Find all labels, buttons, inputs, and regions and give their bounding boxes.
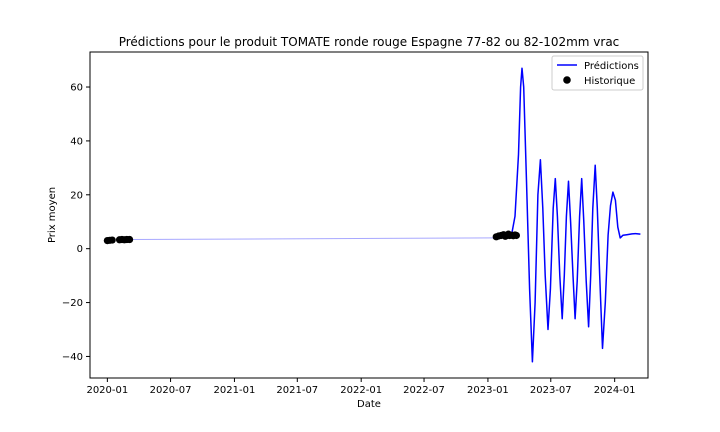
y-tick-label: 0 [77,244,83,255]
y-tick-label: 40 [70,136,83,147]
legend: Prédictions Historique [551,55,644,91]
x-tick-label: 2020-01 [86,385,128,396]
x-tick-label: 2024-01 [594,385,636,396]
x-tick-label: 2020-07 [150,385,192,396]
history-point [512,231,520,240]
legend-history-label: Historique [584,76,635,87]
x-tick-label: 2021-01 [214,385,256,396]
y-tick-label: −40 [62,352,83,363]
y-tick-label: 20 [70,190,83,201]
x-axis-label: Date [357,399,381,410]
y-tick-label: −20 [62,298,83,309]
axes-frame [89,51,649,379]
trend-connector-line [129,237,497,241]
predictions-line [501,67,641,363]
y-axis-label: Prix moyen [47,187,58,243]
x-tick-label: 2021-07 [276,385,318,396]
legend-predictions-label: Prédictions [584,60,639,72]
history-point [125,235,134,244]
x-tick-label: 2023-07 [530,385,572,396]
x-axis: 2020-01 2020-07 2021-01 2021-07 2022-01 2022-… [86,378,636,396]
chart-title: Prédictions pour le produit TOMATE ronde… [119,35,620,49]
x-tick-label: 2022-01 [340,385,382,396]
x-tick-label: 2023-01 [467,385,509,396]
history-point [108,236,116,244]
y-tick-label: 60 [70,83,83,94]
legend-history-swatch [563,76,571,84]
y-axis: −40 −20 0 20 40 60 [62,83,90,363]
x-tick-label: 2022-07 [403,385,445,396]
plot-area [103,67,641,363]
